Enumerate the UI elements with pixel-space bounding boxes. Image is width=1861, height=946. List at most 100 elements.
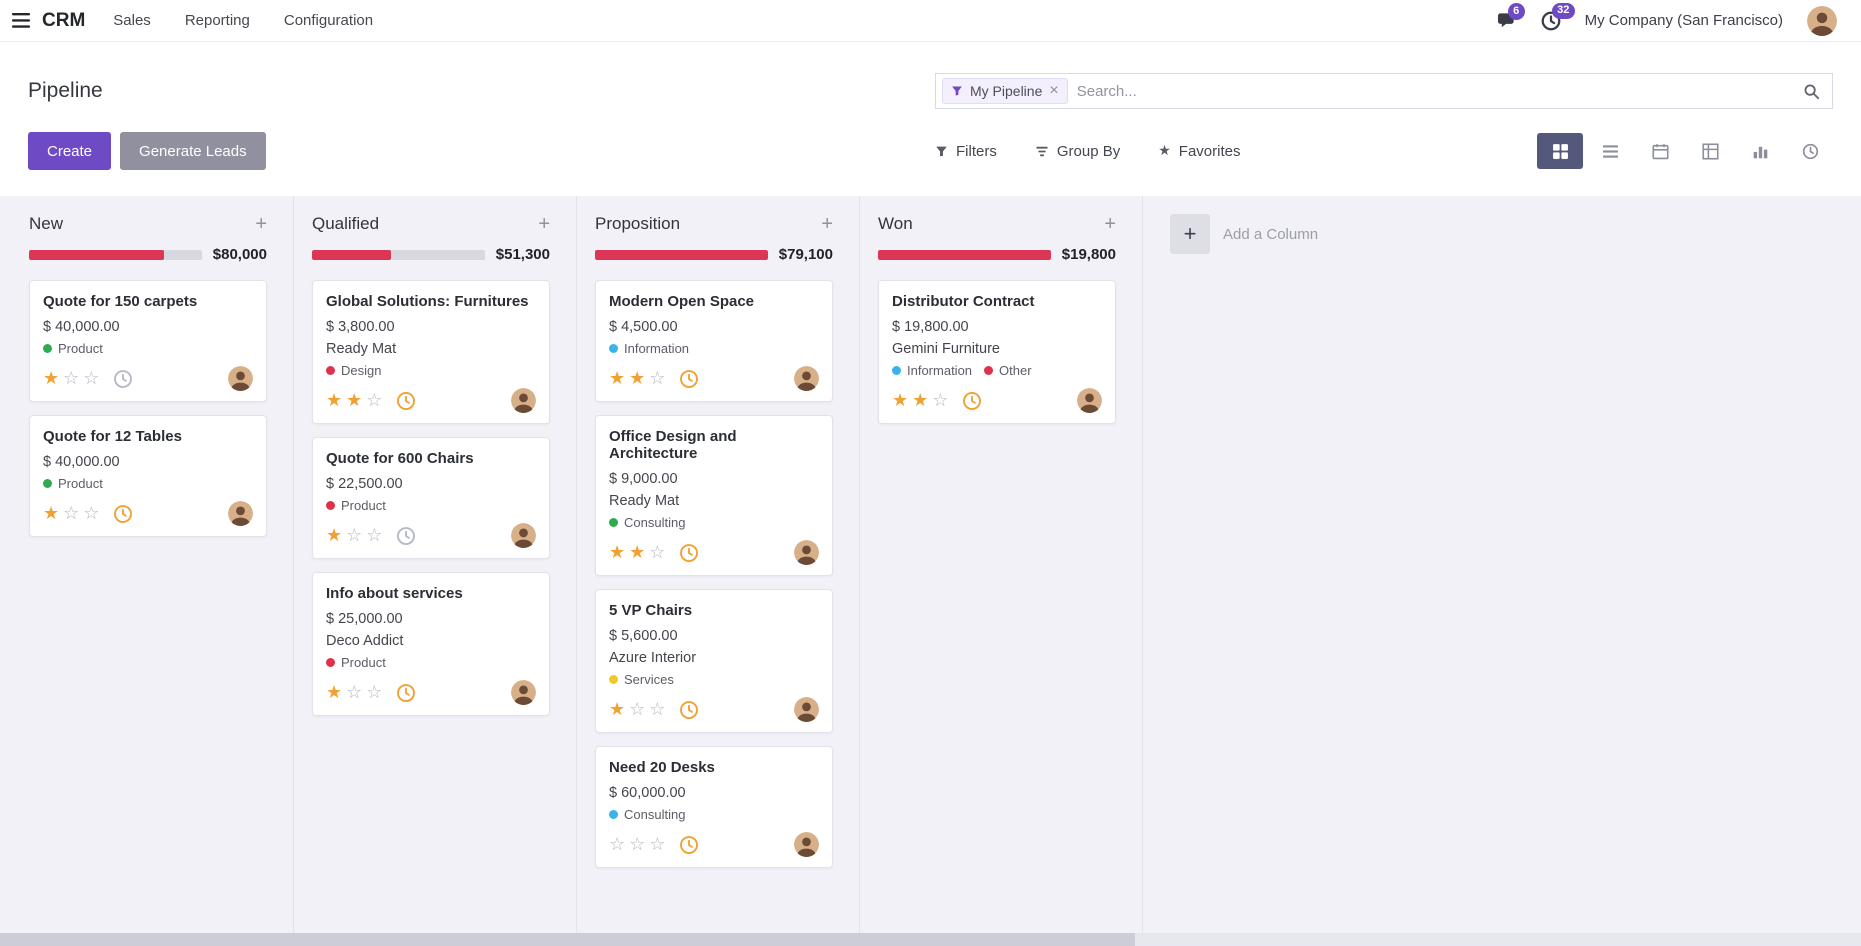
view-calendar-button[interactable] bbox=[1637, 133, 1683, 169]
salesperson-avatar[interactable] bbox=[511, 523, 536, 548]
company-switcher[interactable]: My Company (San Francisco) bbox=[1584, 12, 1783, 29]
kanban-card[interactable]: 5 VP Chairs $ 5,600.00 Azure Interior Se… bbox=[595, 589, 833, 733]
app-name[interactable]: CRM bbox=[42, 9, 86, 31]
card-tags: Services bbox=[609, 672, 819, 687]
tag-label: Information bbox=[907, 363, 973, 378]
add-column[interactable]: + Add a Column bbox=[1170, 214, 1318, 254]
column-title: Won bbox=[878, 214, 913, 233]
activity-clock-icon[interactable] bbox=[396, 526, 416, 546]
priority-stars[interactable] bbox=[43, 368, 103, 389]
card-tags: Consulting bbox=[609, 515, 819, 530]
view-kanban-button[interactable] bbox=[1537, 133, 1583, 169]
column-progressbar[interactable] bbox=[595, 249, 768, 260]
kanban-card[interactable]: Info about services $ 25,000.00 Deco Add… bbox=[312, 572, 550, 716]
card-title: Modern Open Space bbox=[609, 293, 755, 310]
activity-clock-icon[interactable] bbox=[962, 391, 982, 411]
activity-clock-icon[interactable] bbox=[679, 369, 699, 389]
menu-configuration[interactable]: Configuration bbox=[283, 12, 374, 29]
view-graph-button[interactable] bbox=[1737, 133, 1783, 169]
search-facet[interactable]: My Pipeline × bbox=[942, 78, 1068, 104]
card-partner: Deco Addict bbox=[326, 633, 404, 649]
column-progressbar[interactable] bbox=[312, 249, 485, 260]
tag-color-dot bbox=[326, 366, 335, 375]
view-list-button[interactable] bbox=[1587, 133, 1633, 169]
add-column-plus-button[interactable]: + bbox=[1170, 214, 1210, 254]
tag-label: Services bbox=[624, 672, 674, 687]
column-progressbar[interactable] bbox=[29, 249, 202, 260]
activity-clock-icon[interactable] bbox=[113, 369, 133, 389]
salesperson-avatar[interactable] bbox=[228, 501, 253, 526]
tag-color-dot bbox=[326, 658, 335, 667]
messages-icon[interactable]: 6 bbox=[1497, 3, 1525, 30]
kanban-card[interactable]: Quote for 600 Chairs $ 22,500.00 Product bbox=[312, 437, 550, 559]
search-bar[interactable]: My Pipeline × bbox=[935, 73, 1833, 109]
salesperson-avatar[interactable] bbox=[794, 832, 819, 857]
priority-stars[interactable] bbox=[43, 503, 103, 524]
horizontal-scrollbar[interactable] bbox=[0, 933, 1861, 946]
add-column-label: Add a Column bbox=[1223, 225, 1319, 243]
priority-stars[interactable] bbox=[609, 834, 669, 855]
tag-color-dot bbox=[892, 366, 901, 375]
activity-clock-icon[interactable] bbox=[396, 391, 416, 411]
activity-clock-icon[interactable] bbox=[679, 543, 699, 563]
priority-stars[interactable] bbox=[609, 699, 669, 720]
activity-clock-icon[interactable] bbox=[113, 504, 133, 524]
column-quick-add-icon[interactable]: + bbox=[821, 213, 833, 235]
activities-icon[interactable]: 32 bbox=[1541, 2, 1575, 31]
salesperson-avatar[interactable] bbox=[511, 388, 536, 413]
priority-stars[interactable] bbox=[892, 390, 952, 411]
tag-color-dot bbox=[43, 479, 52, 488]
card-expected-revenue: $ 5,600.00 bbox=[609, 628, 678, 644]
facet-remove-icon[interactable]: × bbox=[1049, 82, 1059, 99]
menu-sales[interactable]: Sales bbox=[113, 12, 151, 29]
salesperson-avatar[interactable] bbox=[511, 680, 536, 705]
priority-stars[interactable] bbox=[609, 542, 669, 563]
kanban-card[interactable]: Distributor Contract $ 19,800.00 Gemini … bbox=[878, 280, 1116, 424]
salesperson-avatar[interactable] bbox=[794, 366, 819, 391]
tag-label: Consulting bbox=[624, 807, 686, 822]
kanban-card[interactable]: Quote for 12 Tables $ 40,000.00 Product bbox=[29, 415, 267, 537]
column-quick-add-icon[interactable]: + bbox=[255, 213, 267, 235]
salesperson-avatar[interactable] bbox=[794, 540, 819, 565]
group-by-button[interactable]: Group By bbox=[1035, 143, 1120, 160]
column-quick-add-icon[interactable]: + bbox=[538, 213, 550, 235]
priority-stars[interactable] bbox=[326, 682, 386, 703]
column-progressbar[interactable] bbox=[878, 249, 1051, 260]
priority-stars[interactable] bbox=[326, 525, 386, 546]
card-tag: Product bbox=[326, 655, 386, 670]
card-title: Distributor Contract bbox=[892, 293, 1035, 310]
card-tags: Product bbox=[326, 498, 536, 513]
kanban-card[interactable]: Modern Open Space $ 4,500.00 Information bbox=[595, 280, 833, 402]
tag-label: Information bbox=[624, 341, 690, 356]
salesperson-avatar[interactable] bbox=[1077, 388, 1102, 413]
priority-stars[interactable] bbox=[326, 390, 386, 411]
activity-clock-icon[interactable] bbox=[679, 700, 699, 720]
card-tags: Product bbox=[326, 655, 536, 670]
favorites-button[interactable]: ★ Favorites bbox=[1158, 143, 1240, 160]
filter-funnel-icon bbox=[951, 85, 963, 97]
kanban-card[interactable]: Need 20 Desks $ 60,000.00 Consulting bbox=[595, 746, 833, 868]
kanban-card[interactable]: Quote for 150 carpets $ 40,000.00 Produc… bbox=[29, 280, 267, 402]
activity-clock-icon[interactable] bbox=[679, 835, 699, 855]
salesperson-avatar[interactable] bbox=[228, 366, 253, 391]
view-pivot-button[interactable] bbox=[1687, 133, 1733, 169]
user-avatar[interactable] bbox=[1807, 5, 1837, 36]
filters-button[interactable]: Filters bbox=[935, 143, 997, 160]
search-icon[interactable] bbox=[1803, 83, 1820, 100]
card-title: Info about services bbox=[326, 585, 463, 602]
view-activity-button[interactable] bbox=[1787, 133, 1833, 169]
filters-label: Filters bbox=[956, 142, 997, 160]
apps-menu-icon[interactable] bbox=[12, 13, 30, 28]
generate-leads-button[interactable]: Generate Leads bbox=[120, 132, 266, 170]
salesperson-avatar[interactable] bbox=[794, 697, 819, 722]
priority-stars[interactable] bbox=[609, 368, 669, 389]
activity-clock-icon[interactable] bbox=[396, 683, 416, 703]
kanban-card[interactable]: Office Design and Architecture $ 9,000.0… bbox=[595, 415, 833, 576]
kanban-card[interactable]: Global Solutions: Furnitures $ 3,800.00 … bbox=[312, 280, 550, 424]
create-button[interactable]: Create bbox=[28, 132, 112, 170]
search-input[interactable] bbox=[1076, 82, 1794, 100]
menu-reporting[interactable]: Reporting bbox=[184, 12, 250, 29]
column-quick-add-icon[interactable]: + bbox=[1104, 213, 1116, 235]
card-partner: Ready Mat bbox=[609, 493, 680, 509]
scrollbar-thumb[interactable] bbox=[0, 933, 1136, 946]
